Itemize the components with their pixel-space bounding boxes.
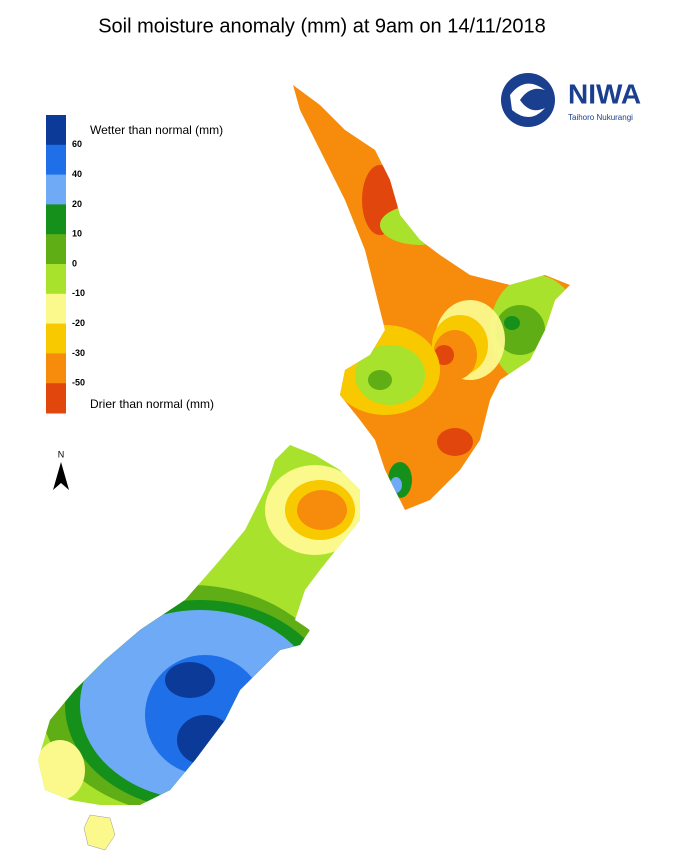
legend-swatch	[46, 204, 66, 235]
legend-tick-label: 20	[72, 199, 82, 209]
legend-swatch	[46, 353, 66, 384]
legend-swatch	[46, 115, 66, 146]
stewart-island	[83, 814, 116, 851]
north-arrow	[53, 462, 69, 490]
legend-swatch	[46, 144, 66, 176]
logo: NIWA Taihoro Nukurangi	[501, 73, 641, 127]
legend-tick-label: 60	[72, 139, 82, 149]
legend-tick-label: -10	[72, 288, 85, 298]
legend-tick-label: -50	[72, 378, 85, 388]
legend-tick-label: -20	[72, 318, 85, 328]
legend-swatch	[46, 234, 66, 265]
legend-swatch	[46, 293, 66, 325]
legend-tick-label: 40	[72, 169, 82, 179]
legend-tick-label: 10	[72, 229, 82, 239]
south-island	[38, 445, 360, 805]
north-label: N	[58, 449, 65, 459]
north-island	[293, 85, 570, 510]
legend-swatch	[46, 383, 66, 414]
logo-name: NIWA	[568, 78, 641, 109]
legend-tick-label: -30	[72, 348, 85, 358]
legend-swatch	[46, 323, 66, 354]
legend-bottom-label: Drier than normal (mm)	[90, 397, 214, 411]
legend-top-label: Wetter than normal (mm)	[90, 123, 223, 137]
logo-subtitle: Taihoro Nukurangi	[568, 113, 633, 122]
legend-tick-label: 0	[72, 258, 77, 268]
legend-swatch	[46, 264, 66, 295]
legend-swatch	[46, 174, 66, 205]
legend: Wetter than normal (mm) Drier than norma…	[46, 115, 223, 414]
map-title: Soil moisture anomaly (mm) at 9am on 14/…	[98, 15, 546, 37]
